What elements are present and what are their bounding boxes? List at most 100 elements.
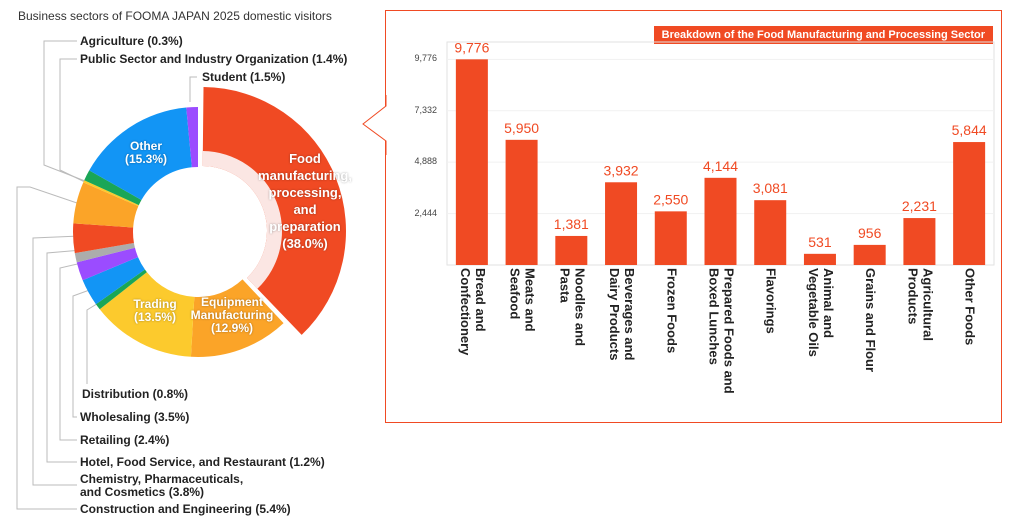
inner-label-food-line: (38.0%) <box>282 236 328 251</box>
bar-value-label: 956 <box>858 225 882 241</box>
leader-retailing <box>59 261 87 441</box>
bar-value-label: 5,950 <box>504 120 539 136</box>
inner-label-food-line: and <box>293 202 317 217</box>
leader-wholesaling <box>72 287 96 418</box>
leader-agriculture <box>43 40 86 182</box>
bar-value-label: 9,776 <box>454 39 489 55</box>
inner-label-food-line: preparation <box>269 219 341 234</box>
bar-value-label: 3,081 <box>753 180 788 196</box>
leader-chemistry <box>32 235 81 486</box>
donut-chart <box>16 40 346 510</box>
x-category-label: Bread and Confectionery <box>458 268 488 355</box>
bar <box>903 218 936 265</box>
slice-student <box>186 107 198 168</box>
x-category-label-line: Beverages and <box>622 268 638 361</box>
x-category-label-line: Flavorings <box>763 268 779 334</box>
x-category-label-line: Bread and <box>472 268 488 332</box>
label-chemistry-line1: Chemistry, Pharmaceuticals, <box>80 472 244 486</box>
inner-label-food: Food manufacturing, processing, and prep… <box>255 150 355 252</box>
label-construction: Construction and Engineering (5.4%) <box>80 502 291 516</box>
bar <box>654 211 687 265</box>
label-student: Student (1.5%) <box>202 70 286 84</box>
slice-other <box>89 107 192 200</box>
y-tick-label: 7,332 <box>414 104 437 115</box>
label-chemistry-line2: and Cosmetics (3.8%) <box>80 485 205 499</box>
page-title: Business sectors of FOOMA JAPAN 2025 dom… <box>18 9 332 23</box>
bar <box>853 244 886 265</box>
bar <box>455 59 488 265</box>
leader-construction <box>16 186 78 510</box>
leader-lines <box>16 40 197 510</box>
breakdown-title: Breakdown of the Food Manufacturing and … <box>653 26 993 44</box>
bar-value-label: 3,932 <box>604 162 639 178</box>
slice-food-inner-ring <box>202 151 283 289</box>
inner-label-other-line: (15.3%) <box>124 152 168 166</box>
callout-pointer <box>362 95 387 155</box>
x-category-label-line: Vegetable Oils <box>805 268 821 357</box>
leader-public <box>59 58 90 185</box>
y-tick-label: 9,776 <box>414 53 437 64</box>
x-category-label: Grains and Flour <box>863 268 878 372</box>
bar <box>953 142 986 265</box>
label-distribution: Distribution (0.8%) <box>82 387 189 401</box>
bar-value-label: 1,381 <box>554 216 589 232</box>
inner-label-trading-line: Trading <box>133 297 177 311</box>
x-category-label-line: Boxed Lunches <box>706 268 722 365</box>
x-category-label-line: Animal and <box>820 268 836 339</box>
x-category-label-line: Confectionery <box>457 268 473 356</box>
slice-wholesaling <box>82 257 145 305</box>
y-tick-label: 4,888 <box>414 156 437 167</box>
inner-label-food-line: processing, <box>268 185 342 200</box>
slice-chemistry-pharmaceuticals-and-cosmetics <box>73 223 134 254</box>
bar <box>754 200 787 265</box>
bar <box>505 139 538 265</box>
slice-retailing <box>76 247 139 281</box>
x-category-label: Flavorings <box>764 268 779 334</box>
inner-label-equipment: Equipment Manufacturing (12.9%) <box>184 296 280 335</box>
slice-distribution <box>95 269 147 310</box>
x-category-label: Prepared Foods and Boxed Lunches <box>707 268 737 394</box>
y-tick-label: 2,444 <box>414 207 437 218</box>
inner-label-equipment-line: Equipment <box>201 295 263 309</box>
bar-value-label: 531 <box>808 234 832 250</box>
x-category-label-line: Meats and <box>522 268 538 332</box>
label-public-sector: Public Sector and Industry Organization … <box>80 52 348 66</box>
x-category-label-line: Products <box>905 268 921 325</box>
x-category-label-line: Prepared Foods and <box>721 268 737 394</box>
x-category-label: Noodles and Pasta <box>557 268 587 346</box>
inner-label-food-line: manufacturing, <box>258 168 352 183</box>
inner-label-trading: Trading (13.5%) <box>125 298 185 324</box>
x-category-label: Animal and Vegetable Oils <box>806 268 836 357</box>
x-category-label: Meats and Seafood <box>508 268 538 332</box>
inner-label-trading-line: (13.5%) <box>133 310 177 324</box>
x-category-label-line: Frozen Foods <box>664 268 680 354</box>
leader-student <box>189 76 197 102</box>
inner-label-other: Other (15.3%) <box>116 140 176 166</box>
x-category-label-line: Grains and Flour <box>863 268 879 373</box>
bar <box>605 182 638 265</box>
inner-label-equipment-line: Manufacturing <box>190 308 274 322</box>
slice-equipment-manufacturing <box>190 279 284 358</box>
slice-agriculture <box>83 180 139 207</box>
label-wholesaling: Wholesaling (3.5%) <box>80 410 190 424</box>
label-chemistry: Chemistry, Pharmaceuticals, and Cosmetic… <box>80 473 243 499</box>
slice-hotel-food-service-and-restaurant <box>74 242 135 263</box>
inner-label-equipment-line: (12.9%) <box>210 321 254 335</box>
x-category-label-line: Agricultural <box>920 268 936 341</box>
bar-value-label: 2,231 <box>902 198 937 214</box>
slice-construction-and-engineering <box>73 182 139 228</box>
bar-value-label: 2,550 <box>653 191 688 207</box>
label-agriculture: Agriculture (0.3%) <box>80 34 183 48</box>
x-category-label: Other Foods <box>963 268 978 345</box>
bar <box>704 177 737 265</box>
label-hotel: Hotel, Food Service, and Restaurant (1.2… <box>80 455 325 469</box>
x-category-label-line: Noodles and <box>572 268 588 347</box>
bar-value-label: 4,144 <box>703 158 738 174</box>
bar-value-label: 5,844 <box>952 122 987 138</box>
slice-trading <box>99 272 195 357</box>
inner-label-food-line: Food <box>289 151 321 166</box>
x-category-label-line: Pasta <box>557 268 573 303</box>
x-category-label-line: Dairy Products <box>607 268 623 361</box>
x-category-label: Agricultural Products <box>905 268 935 341</box>
